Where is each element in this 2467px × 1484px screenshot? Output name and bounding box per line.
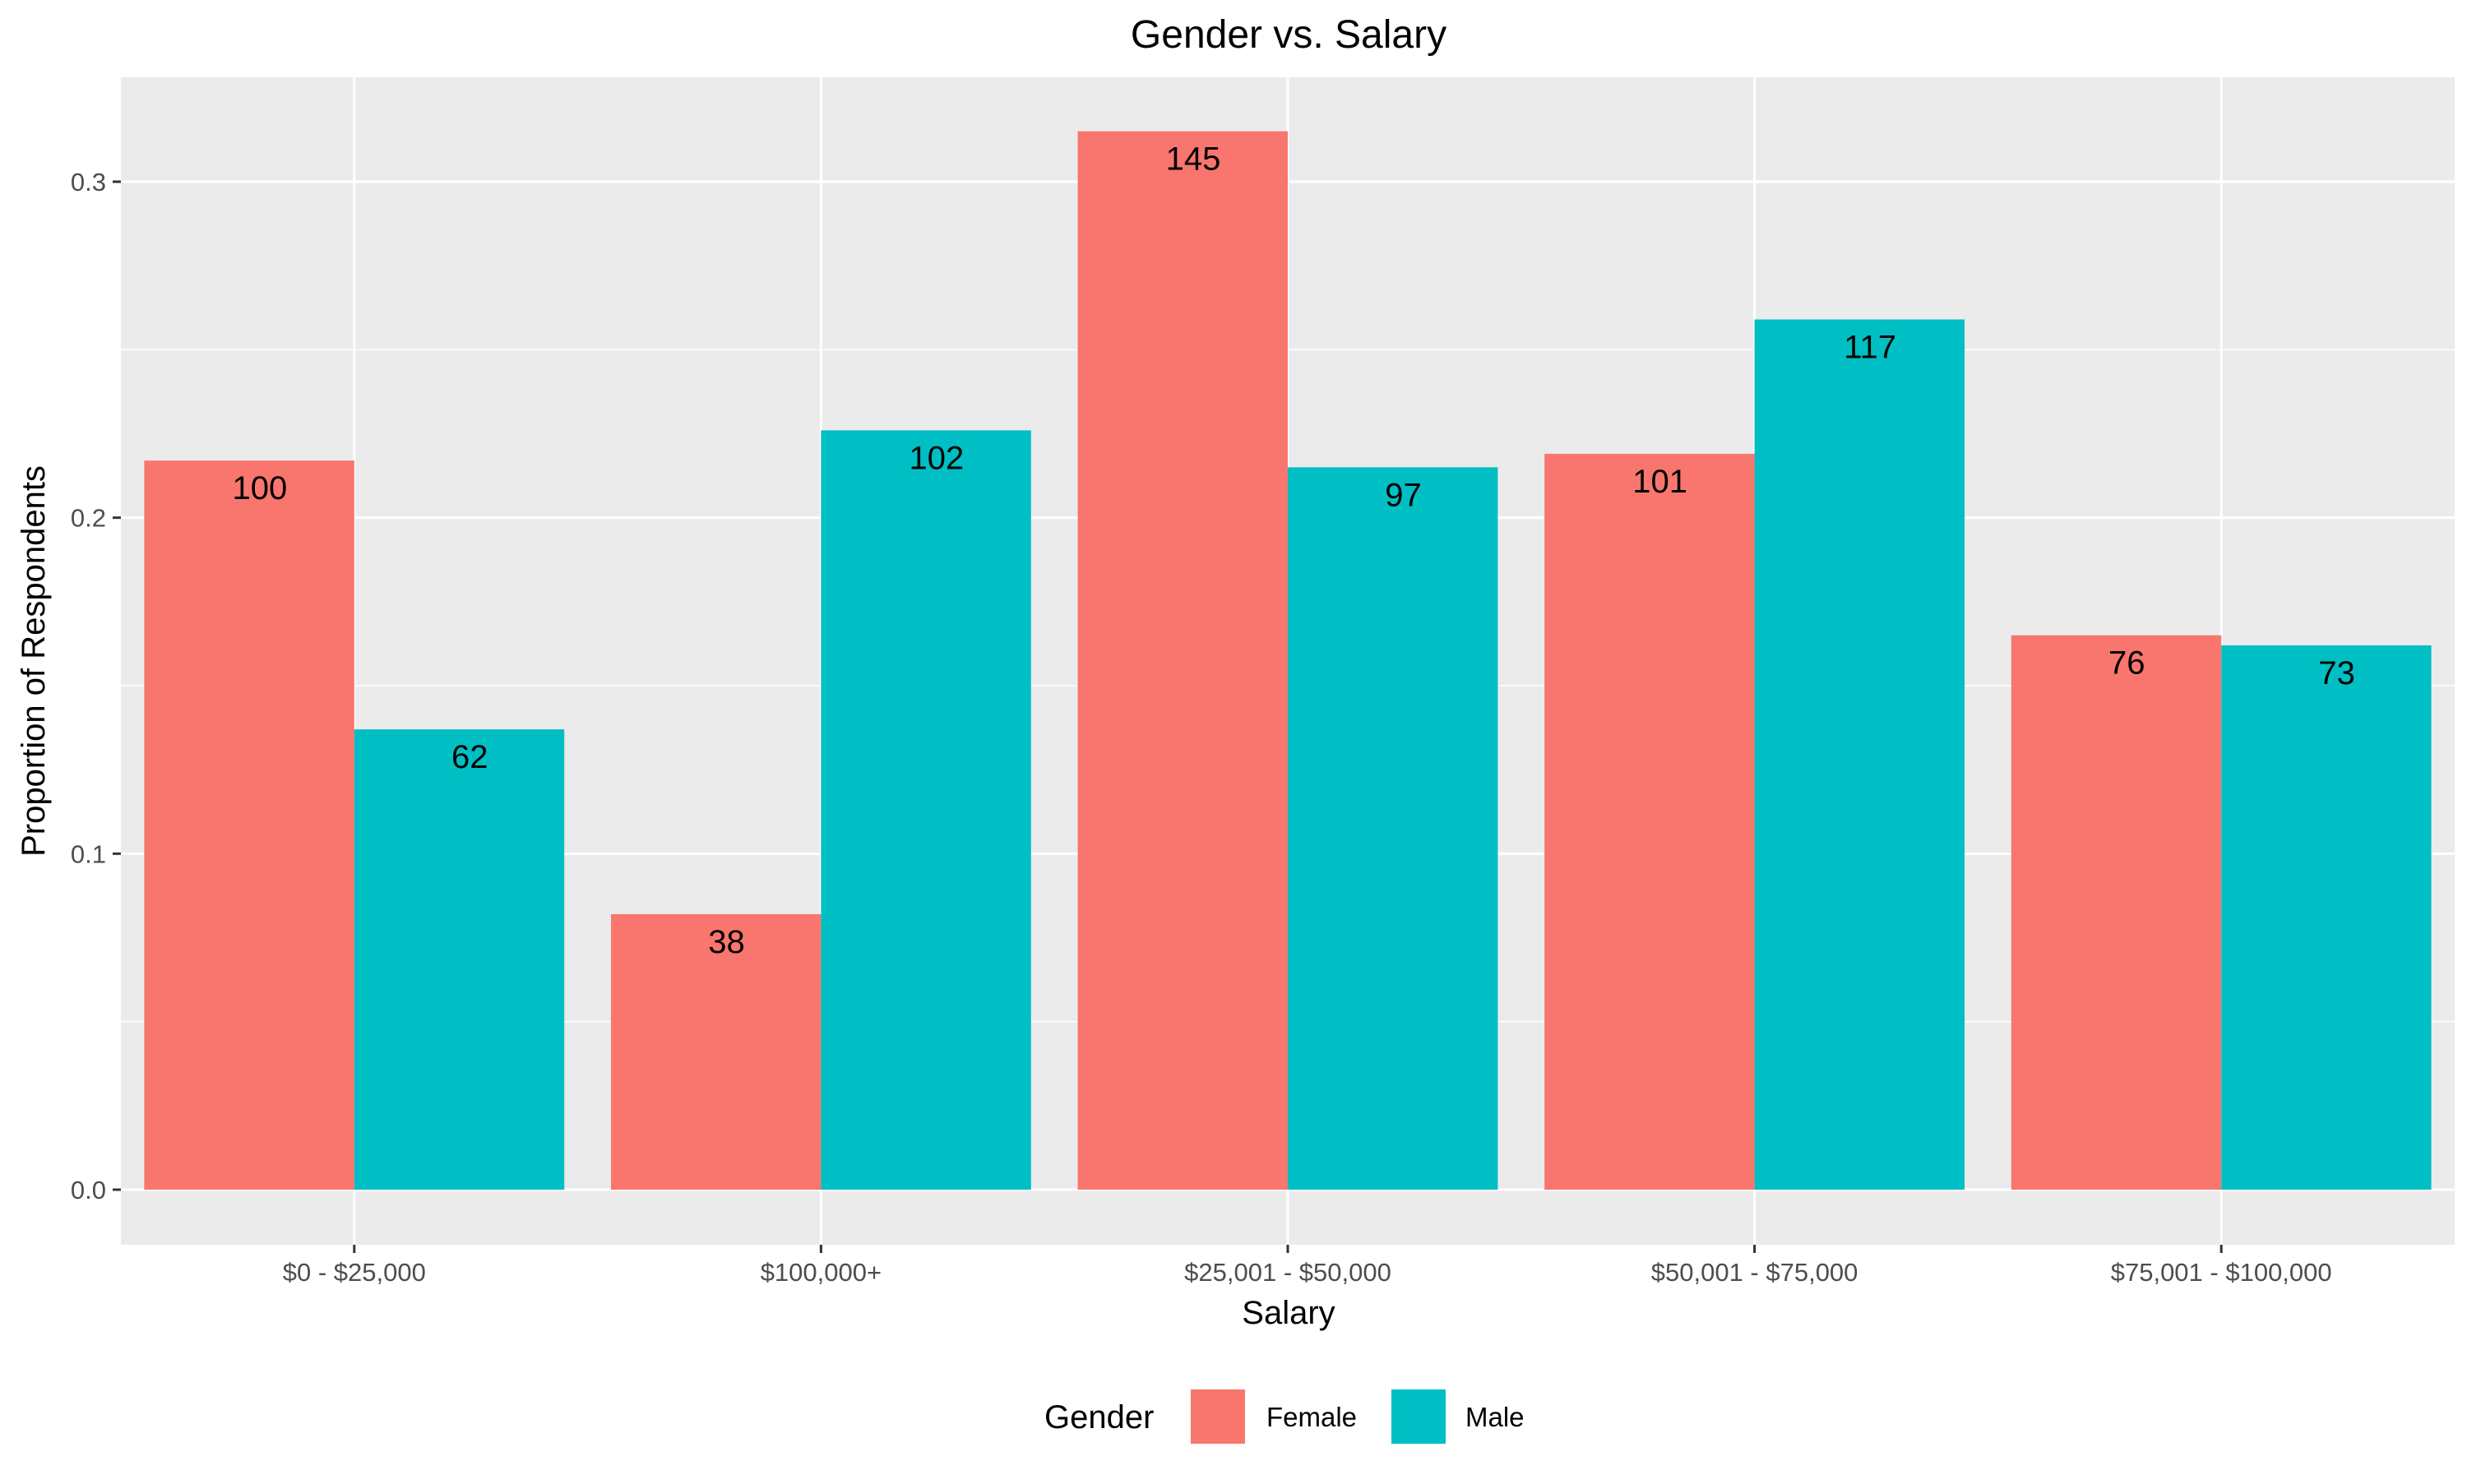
bar-female bbox=[2011, 635, 2222, 1190]
bar-group bbox=[144, 131, 2432, 1190]
y-tick-label: 0.0 bbox=[71, 1176, 106, 1204]
bar-male bbox=[1754, 319, 1965, 1190]
y-axis-title: Proportion of Respondents bbox=[16, 465, 52, 857]
bar-value-label: 101 bbox=[1632, 464, 1687, 500]
y-tick-label: 0.2 bbox=[71, 504, 106, 533]
y-tick-label: 0.3 bbox=[71, 168, 106, 196]
bar-value-label: 76 bbox=[2108, 645, 2145, 682]
chart-title: Gender vs. Salary bbox=[1131, 13, 1446, 57]
bar-female bbox=[1544, 454, 1755, 1190]
legend-key-female bbox=[1191, 1389, 1245, 1444]
bar-value-label: 97 bbox=[1385, 477, 1422, 513]
bar-value-label: 117 bbox=[1844, 330, 1896, 366]
x-tick-label: $25,001 - $50,000 bbox=[1184, 1258, 1391, 1287]
legend-label-male: Male bbox=[1465, 1402, 1525, 1432]
bar-value-label: 73 bbox=[2318, 655, 2355, 691]
bar-value-label: 62 bbox=[451, 739, 488, 775]
x-axis: $0 - $25,000 $100,000+ $25,001 - $50,000 $5… bbox=[283, 1245, 2332, 1287]
x-tick-label: $100,000+ bbox=[761, 1258, 882, 1287]
legend: Gender Female Male bbox=[1044, 1389, 1525, 1444]
bar-male bbox=[2221, 645, 2432, 1190]
x-axis-title: Salary bbox=[1242, 1295, 1335, 1331]
bar-value-label: 102 bbox=[910, 440, 965, 476]
legend-key-male bbox=[1391, 1389, 1446, 1444]
x-tick-label: $0 - $25,000 bbox=[283, 1258, 426, 1287]
x-tick-label: $50,001 - $75,000 bbox=[1651, 1258, 1858, 1287]
legend-title: Gender bbox=[1044, 1399, 1154, 1435]
bar-male bbox=[821, 430, 1031, 1190]
x-tick-label: $75,001 - $100,000 bbox=[2111, 1258, 2332, 1287]
bar-label-group: 100 38 145 101 76 62 102 97 117 73 bbox=[232, 141, 2354, 960]
bar-value-label: 38 bbox=[708, 924, 745, 960]
legend-label-female: Female bbox=[1266, 1402, 1357, 1432]
y-tick-label: 0.1 bbox=[71, 839, 106, 868]
bar-male bbox=[1288, 467, 1498, 1190]
bar-value-label: 100 bbox=[232, 470, 287, 506]
y-axis: 0.0 0.1 0.2 0.3 bbox=[71, 168, 121, 1204]
bar-male bbox=[354, 729, 565, 1190]
bar-female bbox=[1077, 131, 1288, 1190]
bar-female bbox=[144, 460, 354, 1190]
bar-female bbox=[610, 913, 822, 1190]
bar-value-label: 145 bbox=[1166, 141, 1221, 178]
